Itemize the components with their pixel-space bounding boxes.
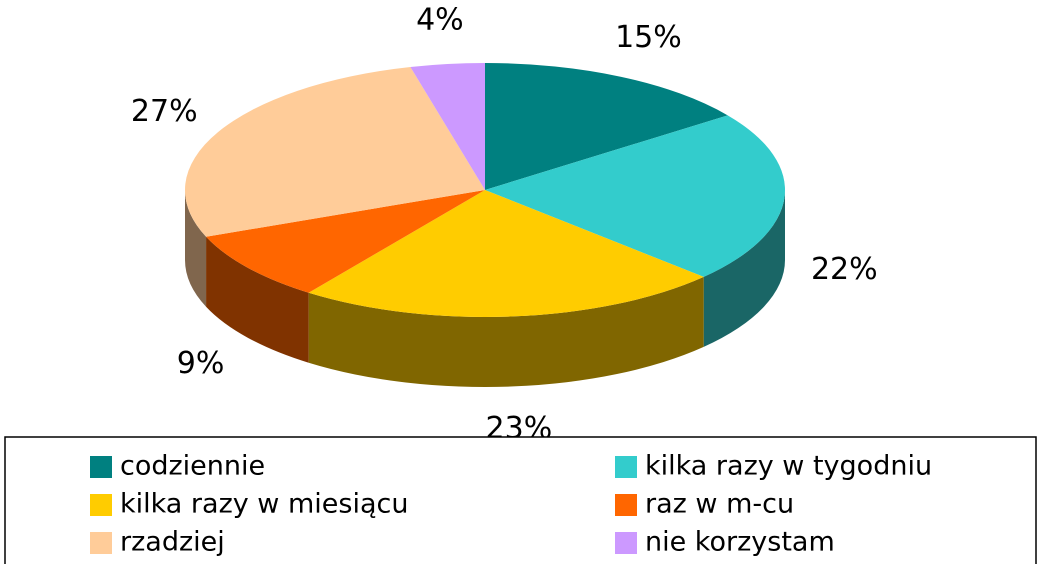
pie-slice: [308, 190, 704, 317]
pie-side: [206, 236, 309, 363]
legend-swatch: [615, 456, 637, 478]
legend-label: kilka razy w tygodniu: [645, 451, 932, 482]
legend-label: kilka razy w miesiącu: [120, 489, 408, 520]
legend-label: nie korzystam: [645, 527, 835, 558]
data-label: 15%: [615, 20, 682, 55]
legend-background: [0, 437, 1041, 564]
pie-slice: [410, 63, 485, 190]
data-label: 4%: [416, 3, 464, 38]
pie: [185, 63, 786, 387]
legend-label: raz w m-cu: [645, 489, 794, 520]
data-label: 22%: [811, 252, 878, 287]
pie-slice: [485, 115, 785, 277]
data-label: 9%: [177, 346, 225, 381]
data-labels: 15%22%23%9%27%4%: [131, 3, 878, 446]
legend-swatch: [90, 494, 112, 516]
pie-slice: [485, 63, 728, 190]
legend-label: rzadziej: [120, 527, 225, 558]
legend-swatch: [90, 456, 112, 478]
pie-side: [308, 276, 704, 387]
legend-swatch: [615, 494, 637, 516]
legend-swatch: [90, 532, 112, 554]
legend-label: codziennie: [120, 451, 265, 482]
pie-side: [703, 190, 786, 347]
pie-side: [185, 190, 207, 307]
pie-slice: [185, 66, 485, 237]
legend-swatch: [615, 532, 637, 554]
legend-border: [4, 436, 1037, 564]
legend: codziennie kilka razy w tygodniu kilka raz…: [90, 451, 932, 558]
data-label: 27%: [131, 94, 198, 129]
pie-slice: [206, 190, 485, 293]
